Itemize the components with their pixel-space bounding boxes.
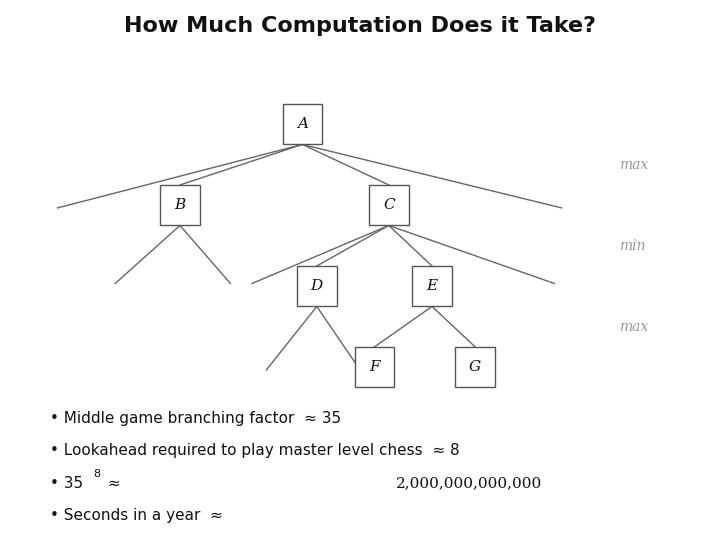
Text: B: B bbox=[174, 198, 186, 212]
Text: How Much Computation Does it Take?: How Much Computation Does it Take? bbox=[124, 16, 596, 36]
FancyBboxPatch shape bbox=[412, 266, 452, 306]
Text: • Lookahead required to play master level chess  ≈ 8: • Lookahead required to play master leve… bbox=[50, 443, 460, 458]
Text: D: D bbox=[310, 279, 323, 293]
Text: max: max bbox=[619, 158, 649, 172]
Text: • Seconds in a year  ≈: • Seconds in a year ≈ bbox=[50, 508, 223, 523]
Text: C: C bbox=[383, 198, 395, 212]
Text: max: max bbox=[619, 320, 649, 334]
Text: A: A bbox=[297, 117, 308, 131]
FancyBboxPatch shape bbox=[355, 347, 395, 388]
Text: G: G bbox=[469, 360, 481, 374]
FancyBboxPatch shape bbox=[456, 347, 495, 388]
Text: F: F bbox=[369, 360, 379, 374]
Text: E: E bbox=[426, 279, 438, 293]
Text: min: min bbox=[619, 239, 646, 253]
Text: 8: 8 bbox=[93, 469, 100, 478]
FancyBboxPatch shape bbox=[160, 185, 200, 226]
Text: • Middle game branching factor  ≈ 35: • Middle game branching factor ≈ 35 bbox=[50, 411, 341, 426]
FancyBboxPatch shape bbox=[282, 104, 323, 144]
Text: • 35: • 35 bbox=[50, 476, 84, 491]
FancyBboxPatch shape bbox=[369, 185, 409, 226]
FancyBboxPatch shape bbox=[297, 266, 336, 306]
Text: ≈: ≈ bbox=[103, 476, 120, 491]
Text: 2,000,000,000,000: 2,000,000,000,000 bbox=[396, 476, 542, 490]
